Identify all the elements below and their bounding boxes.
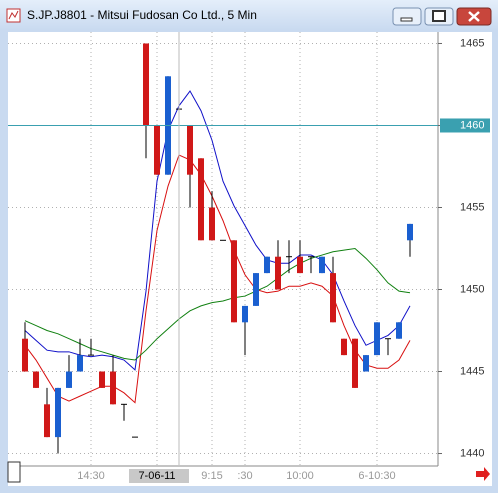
chart-area <box>8 32 492 486</box>
candle-body <box>143 43 149 126</box>
crosshair-price-box <box>440 118 490 133</box>
y-tick-label: 1455 <box>460 201 484 213</box>
x-tick-label: 14:30 <box>77 470 105 482</box>
candle-body <box>110 371 116 405</box>
close-glyph <box>468 11 480 22</box>
x-tick-label: 7-06-11 <box>138 470 175 482</box>
candle-body <box>374 322 380 356</box>
candle-body <box>297 256 303 274</box>
highlight-box <box>129 469 189 483</box>
app-icon-glyph <box>8 10 19 20</box>
candle-body <box>341 338 347 356</box>
window-title: S.JP.J8801 - Mitsui Fudosan Co Ltd., 5 M… <box>27 8 257 22</box>
candle-body <box>330 273 336 323</box>
candle-body <box>55 387 61 438</box>
candle-body <box>352 338 358 388</box>
minimize-glyph <box>400 17 413 22</box>
candle-body <box>77 355 83 372</box>
candle-body <box>275 256 281 290</box>
candle-body <box>44 404 50 438</box>
y-tick-label: 1440 <box>460 447 484 459</box>
candle-body <box>187 125 193 175</box>
minimize-button[interactable] <box>392 7 422 26</box>
x-tick-label: 10:00 <box>286 470 314 482</box>
candle-body <box>363 355 369 372</box>
x-tick-label: 9:15 <box>201 470 222 482</box>
candle-body <box>33 371 39 388</box>
indicator-line <box>24 247 411 361</box>
candle-body <box>407 223 413 241</box>
scroll-box[interactable] <box>7 461 21 483</box>
maximize-glyph <box>432 10 446 22</box>
candle-body <box>198 158 204 241</box>
candle-body <box>154 125 160 175</box>
y-tick-label: 1445 <box>460 365 484 377</box>
y-tick-label: 1450 <box>460 283 484 295</box>
candle-body <box>22 338 28 372</box>
y-tick-label: 1465 <box>460 37 484 49</box>
candle-body <box>253 273 259 306</box>
x-tick-label: :30 <box>237 470 252 482</box>
candle-body <box>209 207 215 241</box>
candle-body <box>231 240 237 323</box>
indicator-line <box>24 154 411 404</box>
candle-body <box>242 305 248 323</box>
candle-body <box>319 256 325 274</box>
x-tick-label: 6-10:30 <box>358 470 395 482</box>
crosshair-price-label: 1460 <box>460 119 484 131</box>
candle-body <box>66 371 72 388</box>
scroll-right-arrow[interactable] <box>476 467 490 481</box>
candle-body <box>264 256 270 274</box>
indicator-line <box>24 90 411 371</box>
candle-body <box>396 322 402 339</box>
candle-body <box>99 371 105 388</box>
